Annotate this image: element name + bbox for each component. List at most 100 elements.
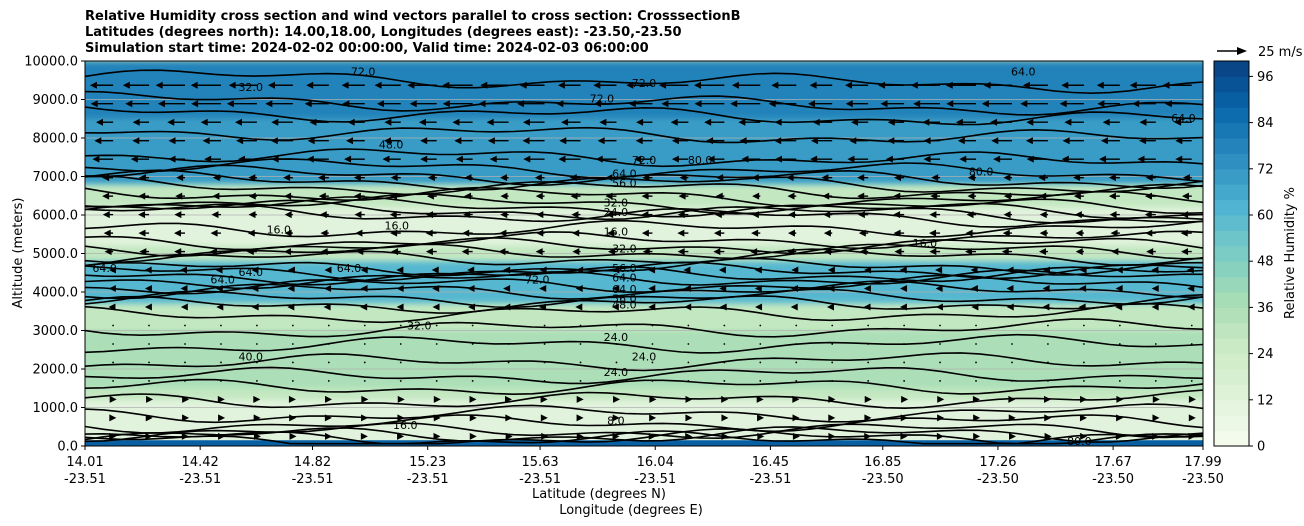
wind-vector-138 (615, 361, 618, 364)
wind-vector-122 (1154, 380, 1157, 382)
wind-vector-455 (857, 174, 869, 182)
wind-vector-563 (265, 100, 293, 108)
wind-vector-204 (759, 324, 762, 327)
wind-vector-195 (435, 324, 438, 327)
wind-vector-543 (670, 118, 689, 126)
wind-vector-158 (220, 343, 222, 345)
wind-vector-12 (541, 432, 549, 440)
contour-line-25 (85, 288, 1203, 309)
y-axis-label: Altitude (meters) (11, 198, 26, 309)
wind-vector-144 (831, 361, 834, 364)
wind-vector-244 (1078, 303, 1086, 311)
wind-vector-305 (1042, 266, 1050, 274)
wind-vector-55 (973, 414, 981, 422)
wind-vector-181 (1047, 343, 1049, 345)
wind-vector-63 (146, 395, 154, 403)
wind-vector-282 (215, 266, 223, 274)
wind-vector-430 (1073, 192, 1084, 200)
wind-vector-532 (271, 118, 293, 126)
wind-vector-44 (576, 414, 584, 422)
wind-vector-536 (418, 118, 437, 126)
wind-vector-527 (96, 118, 114, 126)
wind-vector-292 (576, 266, 584, 274)
wind-vector-289 (467, 266, 475, 274)
y-tick-label-9: 9000.0 (33, 93, 79, 108)
wind-vector-172 (723, 343, 726, 345)
wind-vector-458 (967, 174, 977, 182)
wind-vector-332 (894, 248, 905, 256)
colorbar-segment-16 (1214, 184, 1249, 201)
wind-vector-371 (1180, 229, 1192, 237)
wind-vector-313 (209, 248, 221, 256)
wind-vector-243 (1042, 303, 1050, 311)
wind-vector-256 (396, 285, 404, 293)
wind-vector-336 (1038, 248, 1048, 256)
wind-vector-465 (92, 155, 114, 163)
wind-vector-342 (138, 229, 150, 237)
wind-vector-322 (535, 248, 545, 256)
wind-vector-364 (929, 229, 941, 237)
wind-vector-335 (1001, 248, 1012, 256)
wind-vector-155 (112, 343, 114, 345)
wind-vector-398 (1039, 211, 1048, 219)
wind-vector-100 (363, 380, 366, 382)
wind-vector-354 (572, 229, 581, 237)
wind-vector-190 (256, 324, 258, 327)
wind-vector-498 (168, 137, 186, 145)
wind-vector-394 (893, 211, 905, 219)
wind-vector-545 (738, 118, 761, 126)
wind-vector-440 (318, 174, 329, 182)
wind-vector-615 (1022, 81, 1048, 89)
wind-vector-2 (181, 432, 189, 440)
wind-vector-415 (535, 192, 545, 200)
wind-vector-40 (433, 414, 441, 422)
wind-vector-80 (756, 395, 764, 403)
contour-line-35 (85, 414, 1203, 434)
contour-line-16 (85, 236, 1203, 258)
wind-vector-331 (859, 248, 869, 256)
wind-vector-160 (291, 343, 294, 345)
wind-vector-207 (867, 324, 870, 327)
wind-vector-355 (607, 229, 617, 237)
wind-vector-413 (464, 192, 473, 200)
wind-vector-4 (253, 432, 261, 440)
wind-vector-419 (678, 192, 689, 200)
wind-vector-119 (1047, 380, 1049, 382)
wind-vector-11 (505, 432, 513, 440)
contour-label-22: 56.0 (612, 293, 637, 306)
wind-vector-533 (309, 118, 329, 126)
wind-vector-389 (714, 211, 725, 219)
wind-vector-311 (139, 248, 150, 256)
wind-vector-115 (903, 380, 906, 382)
wind-vector-586 (1097, 100, 1120, 108)
wind-vector-266 (754, 285, 762, 293)
wind-vector-274 (1042, 285, 1050, 293)
contour-line-8 (85, 175, 1203, 200)
wind-vector-188 (184, 324, 186, 327)
y-tick-label-10: 10000.0 (24, 55, 78, 70)
contour-line-14 (85, 219, 1203, 238)
wind-vector-360 (787, 229, 797, 237)
wind-vector-526 (1175, 137, 1192, 145)
wind-vector-295 (683, 266, 691, 274)
wind-vector-13 (576, 432, 584, 440)
wind-vector-19 (792, 432, 800, 440)
contour-label-18: 32.0 (612, 243, 637, 256)
wind-vector-589 (89, 81, 114, 89)
wind-vector-397 (1003, 211, 1012, 219)
wind-vector-435 (138, 174, 150, 182)
wind-vector-367 (1039, 229, 1048, 237)
wind-vector-221 (251, 303, 259, 311)
wind-vector-270 (900, 285, 908, 293)
wind-vector-91 (1152, 395, 1160, 403)
wind-vector-405 (175, 192, 186, 200)
contour-line-6 (85, 164, 1203, 190)
wind-vector-377 (284, 211, 293, 219)
wind-vector-369 (1110, 229, 1120, 237)
wind-vector-531 (234, 118, 257, 126)
wind-vector-558 (90, 100, 114, 108)
wind-vector-583 (981, 100, 1012, 108)
wind-vector-10 (469, 432, 477, 440)
contour-line-24 (85, 280, 1203, 300)
